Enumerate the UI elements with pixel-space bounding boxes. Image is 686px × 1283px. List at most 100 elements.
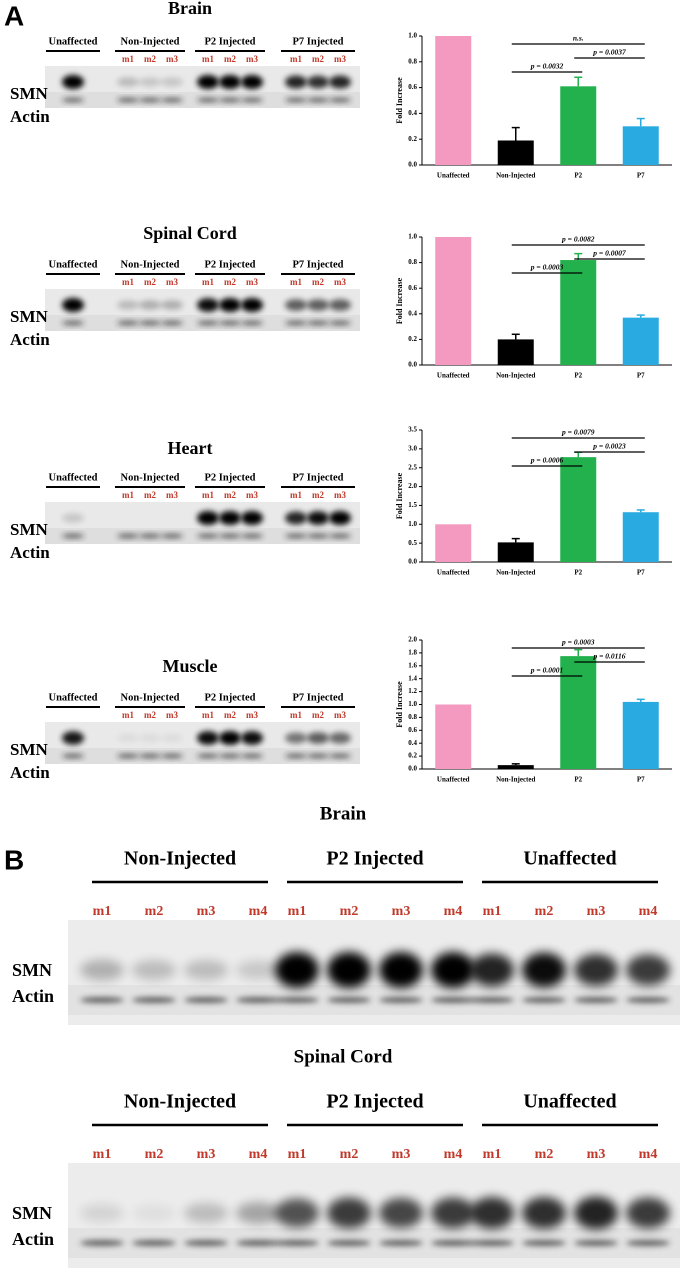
lane-label: m3 <box>587 1147 606 1162</box>
actin-band <box>241 98 263 102</box>
row-label: SMN <box>10 740 49 759</box>
group-label: Non-Injected <box>121 36 180 47</box>
bar <box>435 524 472 562</box>
smn-band <box>307 299 329 311</box>
significance-label: p = 0.0079 <box>561 428 595 437</box>
group-label: P7 Injected <box>292 259 343 270</box>
actin-band <box>219 321 241 325</box>
lane-label: m4 <box>639 1147 658 1162</box>
smn-band <box>161 300 183 310</box>
x-tick-label: Unaffected <box>437 776 470 784</box>
row-label: SMN <box>10 307 49 326</box>
smn-band <box>574 1196 618 1230</box>
lane-label: m2 <box>312 490 324 500</box>
lane-label: m2 <box>144 710 156 720</box>
actin-band <box>197 98 219 102</box>
lane-label: m2 <box>145 904 164 919</box>
x-tick-label: P7 <box>637 776 645 784</box>
group-label: Non-Injected <box>121 472 180 483</box>
smn-band <box>275 952 319 988</box>
smn-band <box>236 1202 280 1224</box>
lane-label: m2 <box>312 54 324 64</box>
lane-label: m1 <box>122 490 134 500</box>
group-label: Unaffected <box>49 259 98 270</box>
smn-band <box>241 731 263 745</box>
lane-label: m3 <box>166 490 178 500</box>
blot-title: Muscle <box>163 656 218 676</box>
smn-band <box>236 960 280 980</box>
actin-band <box>62 98 84 102</box>
actin-band <box>139 321 161 325</box>
smn-band <box>626 954 670 986</box>
lane-label: m1 <box>202 277 214 287</box>
y-tick-label: 0.4 <box>408 109 417 117</box>
lane-label: m2 <box>144 490 156 500</box>
smn-band <box>431 952 475 988</box>
actin-band <box>626 997 670 1003</box>
bar <box>497 765 534 769</box>
lane-label: m1 <box>290 54 302 64</box>
lane-label: m1 <box>483 904 502 919</box>
significance-label: p = 0.0003 <box>561 638 595 647</box>
smn-band <box>327 952 371 988</box>
y-tick-label: 3.5 <box>408 426 417 434</box>
actin-band <box>219 754 241 758</box>
significance-label: p = 0.0003 <box>530 263 564 272</box>
actin-band <box>327 1240 371 1246</box>
row-label: Actin <box>12 1229 54 1249</box>
significance-label: n.s. <box>573 34 584 43</box>
significance-label: p = 0.0037 <box>592 48 626 57</box>
smn-band <box>139 300 161 310</box>
smn-band <box>139 733 161 743</box>
actin-band <box>117 98 139 102</box>
x-tick-label: Unaffected <box>437 372 470 380</box>
lane-label: m2 <box>144 54 156 64</box>
lane-label: m3 <box>246 54 258 64</box>
smn-band <box>62 298 84 312</box>
x-tick-label: Non-Injected <box>496 569 535 577</box>
y-tick-label: 0.2 <box>408 135 417 143</box>
y-tick-label: 0.0 <box>408 161 417 169</box>
smn-band <box>62 75 84 89</box>
actin-band <box>197 534 219 538</box>
group-label: Unaffected <box>523 848 616 870</box>
x-tick-label: P2 <box>574 569 582 577</box>
bar <box>560 86 597 165</box>
x-tick-label: Non-Injected <box>496 776 535 784</box>
actin-band <box>184 997 228 1003</box>
actin-band <box>161 321 183 325</box>
smn-band <box>184 960 228 980</box>
actin-band <box>285 321 307 325</box>
group-label: P7 Injected <box>292 36 343 47</box>
row-label: Actin <box>10 763 50 782</box>
bar <box>435 237 472 365</box>
group-label: P2 Injected <box>204 259 255 270</box>
actin-band <box>236 997 280 1003</box>
smn-band <box>329 75 351 89</box>
smn-band <box>307 732 329 744</box>
row-label: Actin <box>10 330 50 349</box>
smn-band <box>139 77 161 87</box>
actin-band <box>285 754 307 758</box>
actin-band <box>431 1240 475 1246</box>
lane-label: m1 <box>202 490 214 500</box>
actin-band <box>62 534 84 538</box>
smn-band <box>241 75 263 89</box>
y-tick-label: 1.0 <box>408 520 417 528</box>
actin-band <box>117 321 139 325</box>
actin-band <box>62 321 84 325</box>
significance-label: p = 0.0001 <box>530 666 563 675</box>
group-label: P7 Injected <box>292 692 343 703</box>
smn-band <box>197 731 219 745</box>
y-tick-label: 1.0 <box>408 233 417 241</box>
group-label: P2 Injected <box>204 472 255 483</box>
actin-band <box>132 997 176 1003</box>
smn-band <box>522 1197 566 1229</box>
lane-label: m4 <box>444 904 463 919</box>
row-label: SMN <box>10 84 49 103</box>
significance-label: p = 0.0082 <box>561 235 595 244</box>
significance-label: p = 0.0032 <box>530 62 564 71</box>
y-tick-label: 1.6 <box>408 661 417 669</box>
actin-band <box>62 754 84 758</box>
